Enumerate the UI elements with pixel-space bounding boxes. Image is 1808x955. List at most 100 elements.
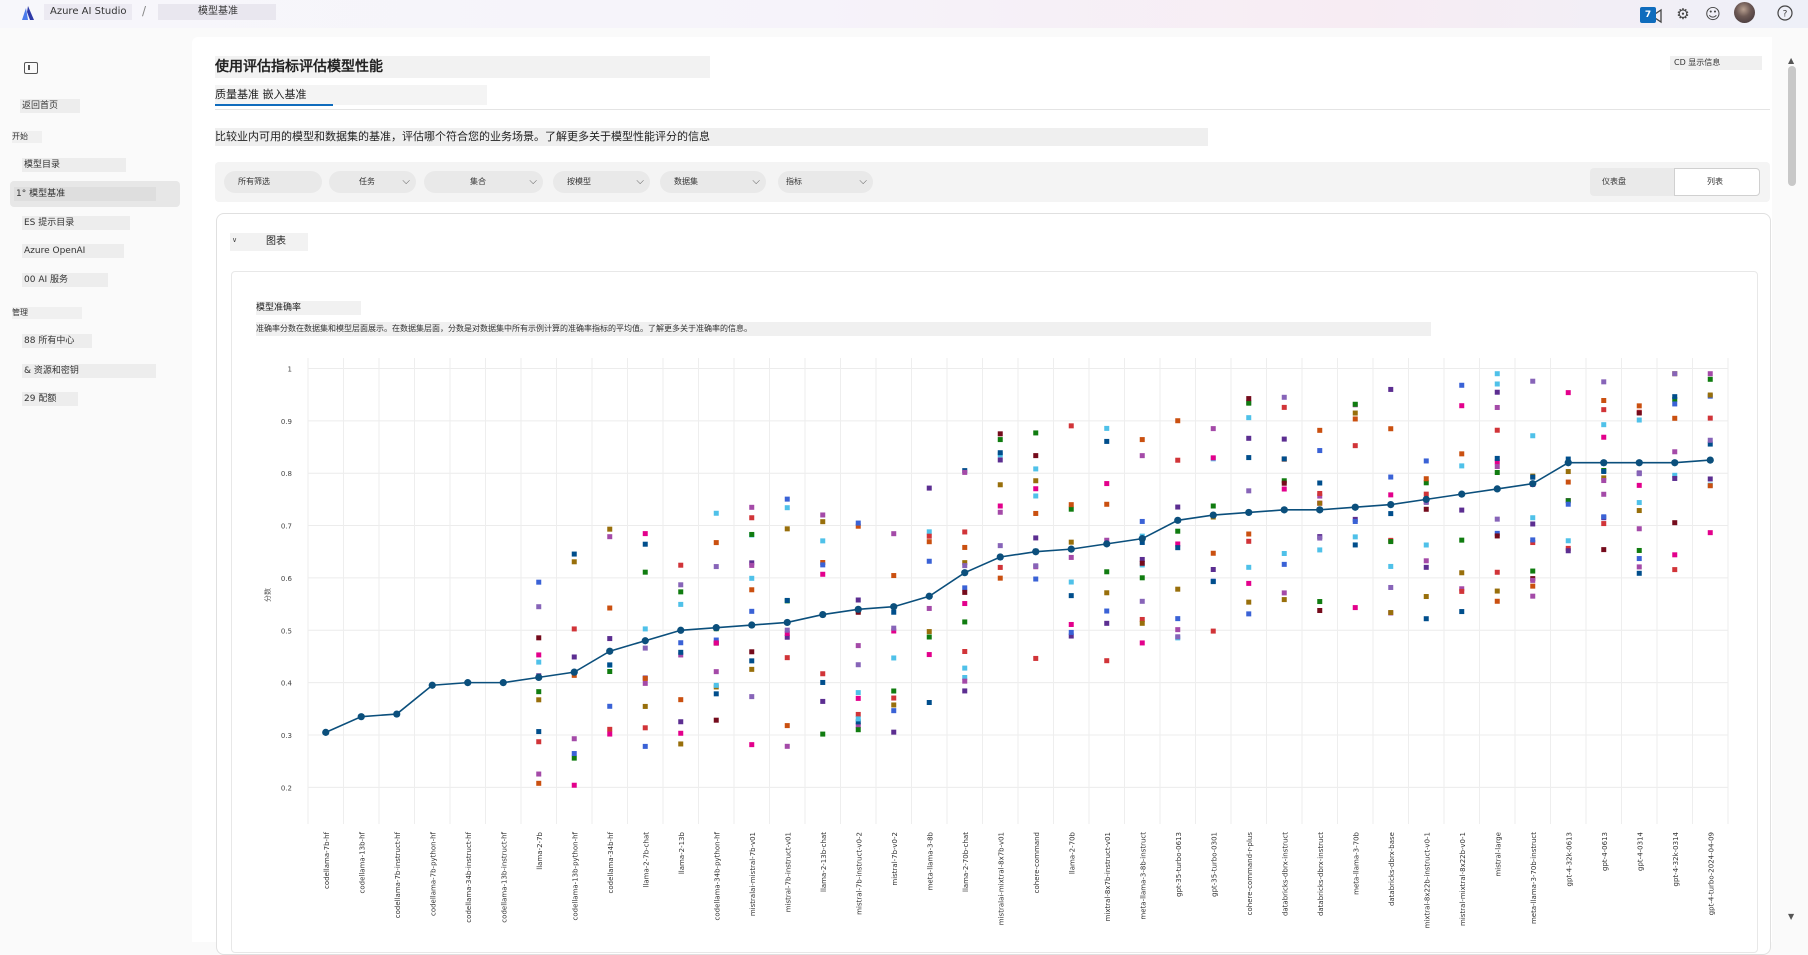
sidebar-item-quota[interactable]: 29 配额 <box>22 392 78 406</box>
dataset-score-point <box>784 743 790 749</box>
dataset-score-point <box>749 742 755 748</box>
x-tick-label: gpt-4-32k-0314 <box>1672 831 1680 886</box>
dataset-score-point <box>820 562 826 568</box>
collapse-sidebar-icon[interactable] <box>24 62 38 74</box>
dataset-score-point <box>749 562 755 568</box>
dataset-score-point <box>749 608 755 614</box>
sidebar-item-model-benchmarks[interactable]: 1° 模型基准 <box>14 187 156 201</box>
benchmark-tabs[interactable]: 质量基准 嵌入基准 <box>215 85 487 105</box>
dataset-score-point <box>571 736 577 742</box>
dataset-score-point <box>1707 441 1713 447</box>
sidebar-item-model-catalog[interactable]: 模型目录 <box>22 158 126 172</box>
dataset-score-point <box>926 485 932 491</box>
average-accuracy-point <box>570 668 578 676</box>
sidebar-item-azure-openai[interactable]: Azure OpenAI <box>22 244 124 258</box>
average-accuracy-point <box>1422 495 1430 503</box>
x-tick-label: meta-llama-3-70b <box>1352 831 1360 894</box>
dataset-score-point <box>962 563 968 569</box>
dataset-score-point <box>1601 475 1607 481</box>
x-tick-label: mistralai-mistral-7b-v01 <box>749 832 757 916</box>
dataset-score-point <box>678 697 684 703</box>
dataset-score-point <box>1175 586 1181 592</box>
filter-dataset[interactable]: 数据集 ⌵ <box>660 171 766 193</box>
scrollbar-thumb[interactable] <box>1788 66 1796 186</box>
dataset-score-point <box>1175 634 1181 640</box>
scroll-down-arrow-icon[interactable]: ▼ <box>1788 912 1795 921</box>
dataset-score-point <box>1175 541 1181 547</box>
dataset-score-point <box>1636 570 1642 576</box>
average-accuracy-point <box>854 605 862 613</box>
average-accuracy-point <box>641 637 649 645</box>
dataset-score-point <box>1530 474 1536 480</box>
dataset-score-point <box>1459 403 1465 409</box>
dataset-score-point <box>820 512 826 518</box>
dataset-score-point <box>1175 418 1181 424</box>
avatar[interactable] <box>1734 2 1755 23</box>
dataset-score-point <box>678 649 684 655</box>
dataset-score-point <box>891 729 897 735</box>
chevron-toggle-icon[interactable]: ∨ <box>232 236 238 244</box>
feedback-smiley-icon[interactable]: ☺ <box>1705 5 1721 23</box>
dataset-score-point <box>997 457 1003 463</box>
dataset-score-point <box>1707 437 1713 443</box>
dataset-score-point <box>1423 594 1429 600</box>
dataset-score-point <box>1352 518 1358 524</box>
view-list-button[interactable]: 列表 <box>1674 168 1760 196</box>
dataset-score-point <box>1494 464 1500 470</box>
sidebar-item-all-hubs[interactable]: 88 所有中心 <box>22 334 92 348</box>
dataset-score-point <box>1210 567 1216 573</box>
dataset-score-point <box>1317 490 1323 496</box>
chart-toggle[interactable]: 图表 <box>230 233 308 251</box>
dataset-score-point <box>1317 599 1323 605</box>
dataset-score-point <box>1139 560 1145 566</box>
filter-task[interactable]: 任务 ⌵ <box>329 171 416 193</box>
dataset-score-point <box>1246 400 1252 406</box>
dataset-score-point <box>784 526 790 532</box>
breadcrumb-current-page[interactable]: 模型基准 <box>158 4 276 20</box>
sidebar-item-prompt-catalog[interactable]: ES 提示目录 <box>22 216 130 230</box>
average-accuracy-point <box>428 681 436 689</box>
sidebar-item-resources-keys[interactable]: & 资源和密钥 <box>22 364 156 378</box>
view-dashboard-button[interactable]: 仪表盘 <box>1590 168 1674 196</box>
dataset-score-point <box>1104 438 1110 444</box>
dataset-score-point <box>1246 455 1252 461</box>
settings-gear-icon[interactable]: ⚙ <box>1676 5 1690 23</box>
dataset-score-point <box>607 731 613 737</box>
dataset-score-point <box>784 655 790 661</box>
app-title[interactable]: Azure AI Studio <box>44 4 132 20</box>
notification-badge[interactable]: 7 <box>1640 7 1656 23</box>
filter-metric[interactable]: 指标 ⌵ <box>778 171 873 193</box>
help-icon[interactable]: ? <box>1776 4 1794 22</box>
dataset-score-point <box>571 551 577 557</box>
filter-all[interactable]: 所有筛选 <box>224 171 322 193</box>
average-accuracy-point <box>1564 459 1572 467</box>
dataset-score-point <box>1530 378 1536 384</box>
scroll-up-arrow-icon[interactable]: ▲ <box>1788 56 1795 65</box>
dataset-score-point <box>1494 427 1500 433</box>
dataset-score-point <box>642 675 648 681</box>
dataset-score-point <box>1388 610 1394 616</box>
sidebar-item-home[interactable]: 返回首页 <box>20 99 80 113</box>
filter-model[interactable]: 按模型 ⌵ <box>553 171 650 193</box>
dataset-score-point <box>1175 616 1181 622</box>
dataset-score-point <box>1068 423 1074 429</box>
chevron-down-icon: ⌵ <box>636 176 644 187</box>
dataset-score-point <box>1672 415 1678 421</box>
show-info-toggle[interactable]: CD 显示信息 <box>1670 56 1762 70</box>
x-tick-label: codellama-7b-python-hf <box>429 831 437 916</box>
dataset-score-point <box>997 509 1003 515</box>
dataset-score-point <box>1494 470 1500 476</box>
dataset-score-point <box>1494 371 1500 377</box>
average-accuracy-point <box>1458 490 1466 498</box>
chart-subtitle: 准确率分数在数据集和模型层面展示。在数据集层面，分数是对数据集中所有示例计算的准… <box>256 322 1431 336</box>
sidebar-item-ai-services[interactable]: 00 AI 服务 <box>22 273 108 287</box>
dataset-score-point <box>1459 609 1465 615</box>
dataset-score-point <box>1636 547 1642 553</box>
filter-collection[interactable]: 集合 ⌵ <box>424 171 543 193</box>
dataset-score-point <box>1281 394 1287 400</box>
sidebar-group-manage: 管理 <box>12 307 82 319</box>
dataset-score-point <box>1033 453 1039 459</box>
dataset-score-point <box>820 671 826 677</box>
dataset-score-point <box>1494 455 1500 461</box>
breadcrumb-separator: / <box>142 4 147 18</box>
